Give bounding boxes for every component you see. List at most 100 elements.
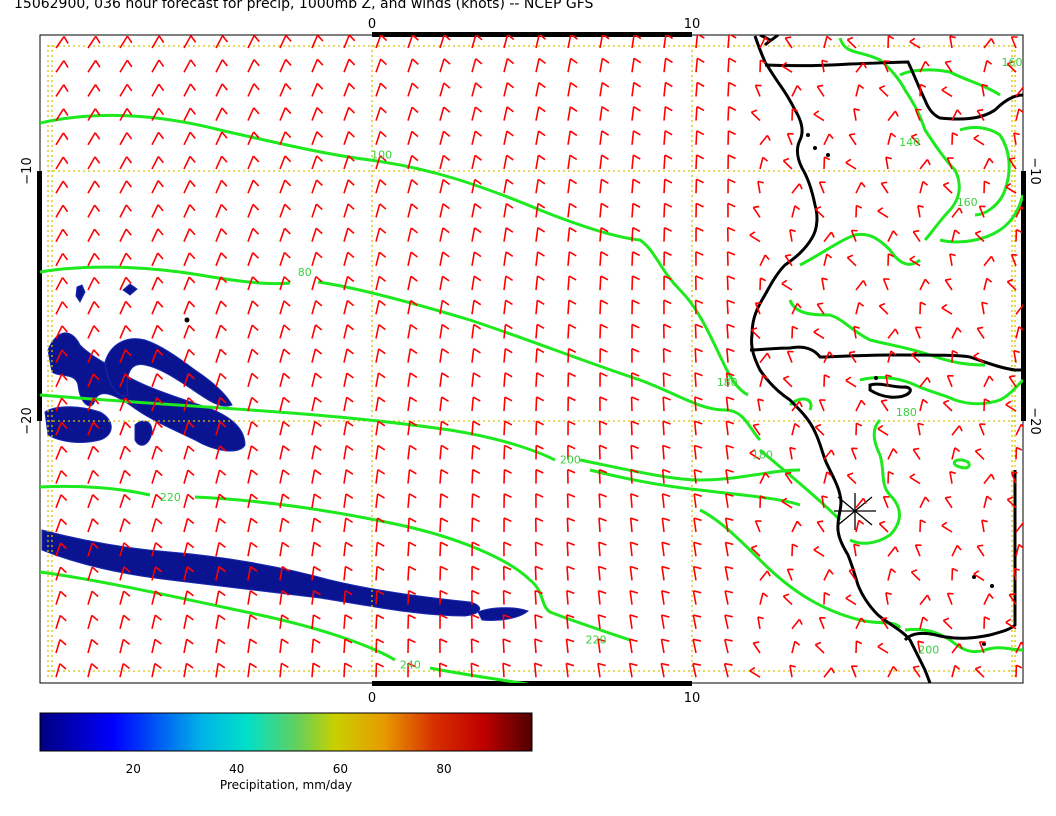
contour-label: 100	[371, 149, 392, 162]
wind-barb	[502, 589, 512, 605]
wind-barb	[183, 107, 196, 121]
wind-barb	[942, 399, 953, 412]
contour-label: 200	[918, 644, 939, 657]
wind-barb	[471, 468, 481, 484]
wind-barb	[983, 398, 991, 412]
wind-barb	[759, 495, 767, 508]
wind-barb	[1010, 253, 1018, 267]
precip-blob-west	[44, 406, 112, 443]
wind-barb	[439, 58, 451, 73]
wind-barb	[919, 159, 931, 170]
colorbar-tick-label: 40	[229, 762, 244, 776]
wind-barb	[535, 227, 546, 242]
wind-barb	[215, 228, 228, 242]
wind-barb	[503, 299, 513, 315]
wind-barb	[983, 38, 995, 49]
wind-barb	[694, 299, 704, 315]
wind-barb	[693, 493, 703, 508]
wind-barb	[375, 35, 388, 49]
wind-barb	[215, 421, 227, 436]
wind-barb	[944, 278, 953, 291]
wind-barb	[944, 60, 953, 73]
colorbar-ticks: 20 40 60 80	[126, 762, 452, 776]
wind-barb	[87, 445, 100, 460]
wind-barb	[215, 590, 226, 605]
wind-barb	[599, 251, 609, 266]
wind-barb	[941, 521, 953, 533]
wind-barb	[311, 348, 323, 363]
wind-barb	[503, 227, 514, 242]
wind-barb	[949, 35, 956, 49]
wind-barb	[855, 62, 867, 73]
wind-barb	[814, 423, 825, 436]
contour-label: 140	[899, 136, 920, 149]
wind-barb	[725, 420, 735, 436]
wind-barb	[343, 565, 353, 581]
wind-barb	[503, 154, 514, 170]
bottom-tick-label: 10	[684, 691, 701, 706]
wind-barb	[247, 638, 258, 654]
wind-barb	[848, 568, 857, 581]
left-tick-label: −10	[20, 157, 35, 184]
wind-barb	[375, 299, 386, 315]
wind-barb	[727, 178, 736, 194]
wind-barb	[407, 227, 419, 242]
wind-barb	[215, 638, 226, 654]
wind-barb	[1015, 326, 1023, 339]
wind-barb	[151, 445, 163, 460]
contour-label: 160	[957, 196, 978, 209]
wind-barb	[887, 110, 899, 122]
wind-barb	[631, 130, 641, 145]
wind-barb	[439, 565, 448, 581]
wind-barb	[183, 59, 197, 73]
wind-barb	[247, 59, 260, 73]
wind-barb	[695, 130, 705, 145]
wind-barb	[471, 348, 481, 363]
wind-barb	[631, 57, 642, 73]
wind-barb	[247, 107, 260, 121]
wind-barb	[823, 569, 834, 581]
wind-barb	[725, 372, 735, 387]
wind-barb	[87, 301, 100, 315]
wind-barb	[1015, 228, 1023, 242]
wind-barb	[692, 565, 702, 581]
wind-barb	[470, 638, 480, 654]
contour-coast-lower	[699, 508, 902, 630]
wind-barb	[503, 468, 512, 484]
wind-barb	[599, 347, 608, 363]
wind-barb	[724, 541, 734, 557]
wind-barb	[818, 399, 826, 412]
wind-barb	[630, 396, 640, 412]
wind-barb	[311, 58, 324, 73]
wind-barb	[919, 616, 929, 629]
wind-barb	[723, 638, 733, 654]
wind-barb	[407, 444, 417, 460]
wind-barb	[981, 301, 988, 315]
wind-barb	[567, 420, 576, 436]
wind-barb	[151, 252, 164, 267]
wind-barb	[215, 445, 227, 460]
wind-barb	[752, 641, 761, 654]
wind-barb	[407, 275, 418, 291]
wind-barb	[662, 396, 671, 412]
wind-barb	[663, 299, 672, 315]
wind-barb	[471, 517, 480, 533]
wind-barb	[87, 349, 100, 363]
wind-barb	[951, 109, 962, 121]
wind-barb	[597, 638, 607, 654]
wind-barb	[407, 299, 418, 315]
contour-200	[40, 484, 631, 642]
wind-barb	[1015, 641, 1023, 654]
wind-barb	[247, 252, 260, 267]
wind-barb	[407, 179, 419, 194]
wind-barb	[599, 130, 610, 145]
wind-barb	[343, 372, 354, 387]
wind-barb	[215, 276, 228, 291]
contour-land-1	[838, 37, 961, 242]
wind-barb	[311, 565, 322, 581]
wind-barb	[878, 85, 889, 97]
wind-barb	[663, 57, 673, 73]
wind-barb	[754, 302, 762, 315]
wind-barb	[215, 83, 228, 97]
wind-barb	[183, 300, 196, 315]
